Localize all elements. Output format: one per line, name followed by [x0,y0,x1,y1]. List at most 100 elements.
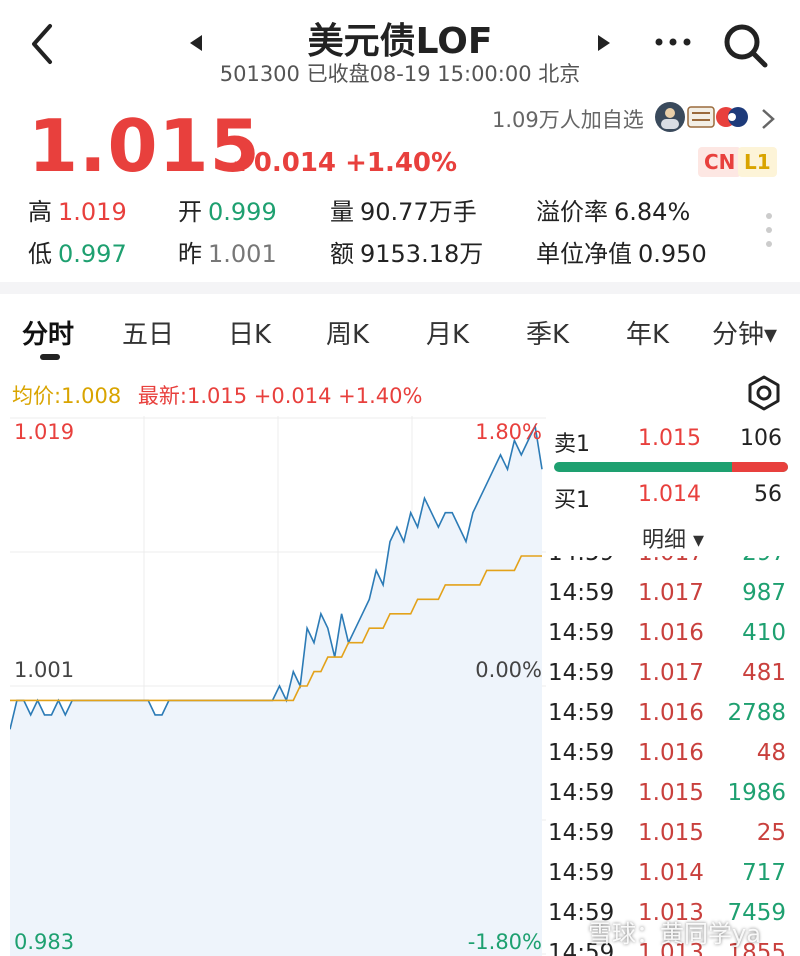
stat-amount: 额 9153.18万 [330,240,484,268]
trade-tick-row: 14:59 1.013 1855 [546,934,800,956]
trade-tick-row: 14:59 1.016 48 [546,734,800,774]
stat-volume: 量 90.77万手 [330,198,477,226]
expand-stats-icon[interactable] [764,212,774,248]
tick-price: 1.017 [638,660,704,686]
tick-time: 14:59 [548,940,615,956]
trade-tick-row: 14:59 1.015 25 [546,814,800,854]
page-title: 美元债LOF [307,21,493,62]
tick-qty: 25 [756,820,786,846]
chevron-right-icon[interactable] [760,108,776,130]
tick-price: 1.016 [638,700,704,726]
watchlist-count[interactable]: 1.09万人加自选 [492,108,644,132]
bid-1-label: 买1 [554,488,590,513]
tick-price: 1.013 [638,900,704,926]
y-left-tick-high: 1.019 [14,420,75,444]
watermark: 雪球：黄同学ya [588,920,761,948]
trade-tick-row: 14:59 1.017 297 [546,556,800,574]
tick-qty: 48 [756,740,786,766]
stat-premium: 溢价率 6.84% [536,198,691,226]
settings-icon[interactable] [746,375,782,411]
bid-1-price: 1.014 [638,482,701,507]
tick-time: 14:59 [548,700,615,726]
tab-daily-k[interactable]: 日K [228,320,272,350]
tick-price: 1.017 [638,556,704,566]
tick-price: 1.013 [638,940,704,956]
tick-time: 14:59 [548,780,615,806]
top-bar: 美元债LOF 501300 已收盘08-19 15:00:00 北京 [0,0,800,96]
y-left-tick-low: 0.983 [14,930,75,954]
tick-qty: 1986 [727,780,786,806]
tick-price: 1.017 [638,580,704,606]
last-price: 1.015 [28,104,261,188]
search-icon[interactable] [722,22,770,70]
tick-time: 14:59 [548,820,615,846]
more-icon[interactable] [654,30,692,54]
trade-tick-row: 14:59 1.017 987 [546,574,800,614]
stat-low: 低 0.997 [28,240,127,268]
stat-open: 开 0.999 [178,198,277,226]
next-stock-icon[interactable] [596,34,612,52]
market-badge: CN [698,147,742,177]
tab-minute-dropdown[interactable]: 分钟▾ [712,320,778,350]
order-book: 卖1 1.015 106 买1 1.014 56 明细 ▾ 14:59 1.017… [546,416,800,956]
trade-tick-row: 14:59 1.016 2788 [546,694,800,734]
avg-price-line [10,555,542,702]
tick-qty: 1855 [727,940,786,956]
tick-qty: 717 [742,860,786,886]
tick-price: 1.014 [638,860,704,886]
detail-dropdown[interactable]: 明细 ▾ [642,528,705,553]
tick-price: 1.015 [638,820,704,846]
tick-price: 1.016 [638,740,704,766]
level-badge: L1 [738,147,777,177]
ask-ratio-fill [732,462,788,472]
chart-tabs: 分时 五日 日K 周K 月K 季K 年K 分钟▾ [0,294,800,370]
ask-1-price: 1.015 [638,426,701,451]
tick-time: 14:59 [548,556,614,566]
tick-qty: 481 [742,660,786,686]
ask-1-label: 卖1 [554,432,590,457]
trade-tick-row: 14:59 1.013 7459 [546,894,800,934]
trade-tick-row: 14:59 1.015 1986 [546,774,800,814]
tick-qty: 2788 [727,700,786,726]
tick-time: 14:59 [548,860,615,886]
y-right-tick-high: 1.80% [475,420,542,444]
bid-ask-ratio-bar [554,462,788,472]
legend-avg-price: 均价:1.008 [12,384,122,408]
y-left-tick-mid: 1.001 [14,658,75,682]
tab-yearly-k[interactable]: 年K [626,320,670,350]
intraday-chart[interactable]: 1.019 1.001 0.983 1.80% 0.00% -1.80% [9,416,546,956]
chart-legend: 均价:1.008 最新:1.015 +0.014 +1.40% [12,380,422,410]
trade-tick-row: 14:59 1.014 717 [546,854,800,894]
prev-stock-icon[interactable] [188,34,204,52]
tick-time: 14:59 [548,660,615,686]
market-status: 501300 已收盘08-19 15:00:00 北京 [219,62,581,86]
tick-price: 1.015 [638,780,704,806]
tick-time: 14:59 [548,900,615,926]
section-divider [0,282,800,294]
tick-qty: 7459 [727,900,786,926]
price-area [10,426,542,956]
tick-time: 14:59 [548,740,615,766]
stat-high: 高 1.019 [28,198,127,226]
bid-1-qty: 56 [754,482,782,507]
tick-qty: 297 [742,556,786,566]
y-right-tick-mid: 0.00% [475,658,542,682]
stat-prev-close: 昨 1.001 [178,240,277,268]
stat-nav: 单位净值 0.950 [536,240,707,268]
y-right-tick-low: -1.80% [467,930,542,954]
tab-monthly-k[interactable]: 月K [426,320,470,350]
tab-quarterly-k[interactable]: 季K [526,320,570,350]
tab-five-day[interactable]: 五日 [122,320,175,350]
ask-1-qty: 106 [740,426,782,451]
trade-tick-row: 14:59 1.016 410 [546,614,800,654]
active-tab-indicator [40,354,60,360]
tab-weekly-k[interactable]: 周K [326,320,370,350]
back-arrow-icon[interactable] [28,22,58,66]
tick-qty: 410 [742,620,786,646]
tab-intraday[interactable]: 分时 [22,320,75,350]
trade-tick-row: 14:59 1.017 481 [546,654,800,694]
follower-avatars-icon[interactable] [654,101,750,133]
tick-price: 1.016 [638,620,704,646]
price-change: +0.014 +1.40% [232,148,458,178]
